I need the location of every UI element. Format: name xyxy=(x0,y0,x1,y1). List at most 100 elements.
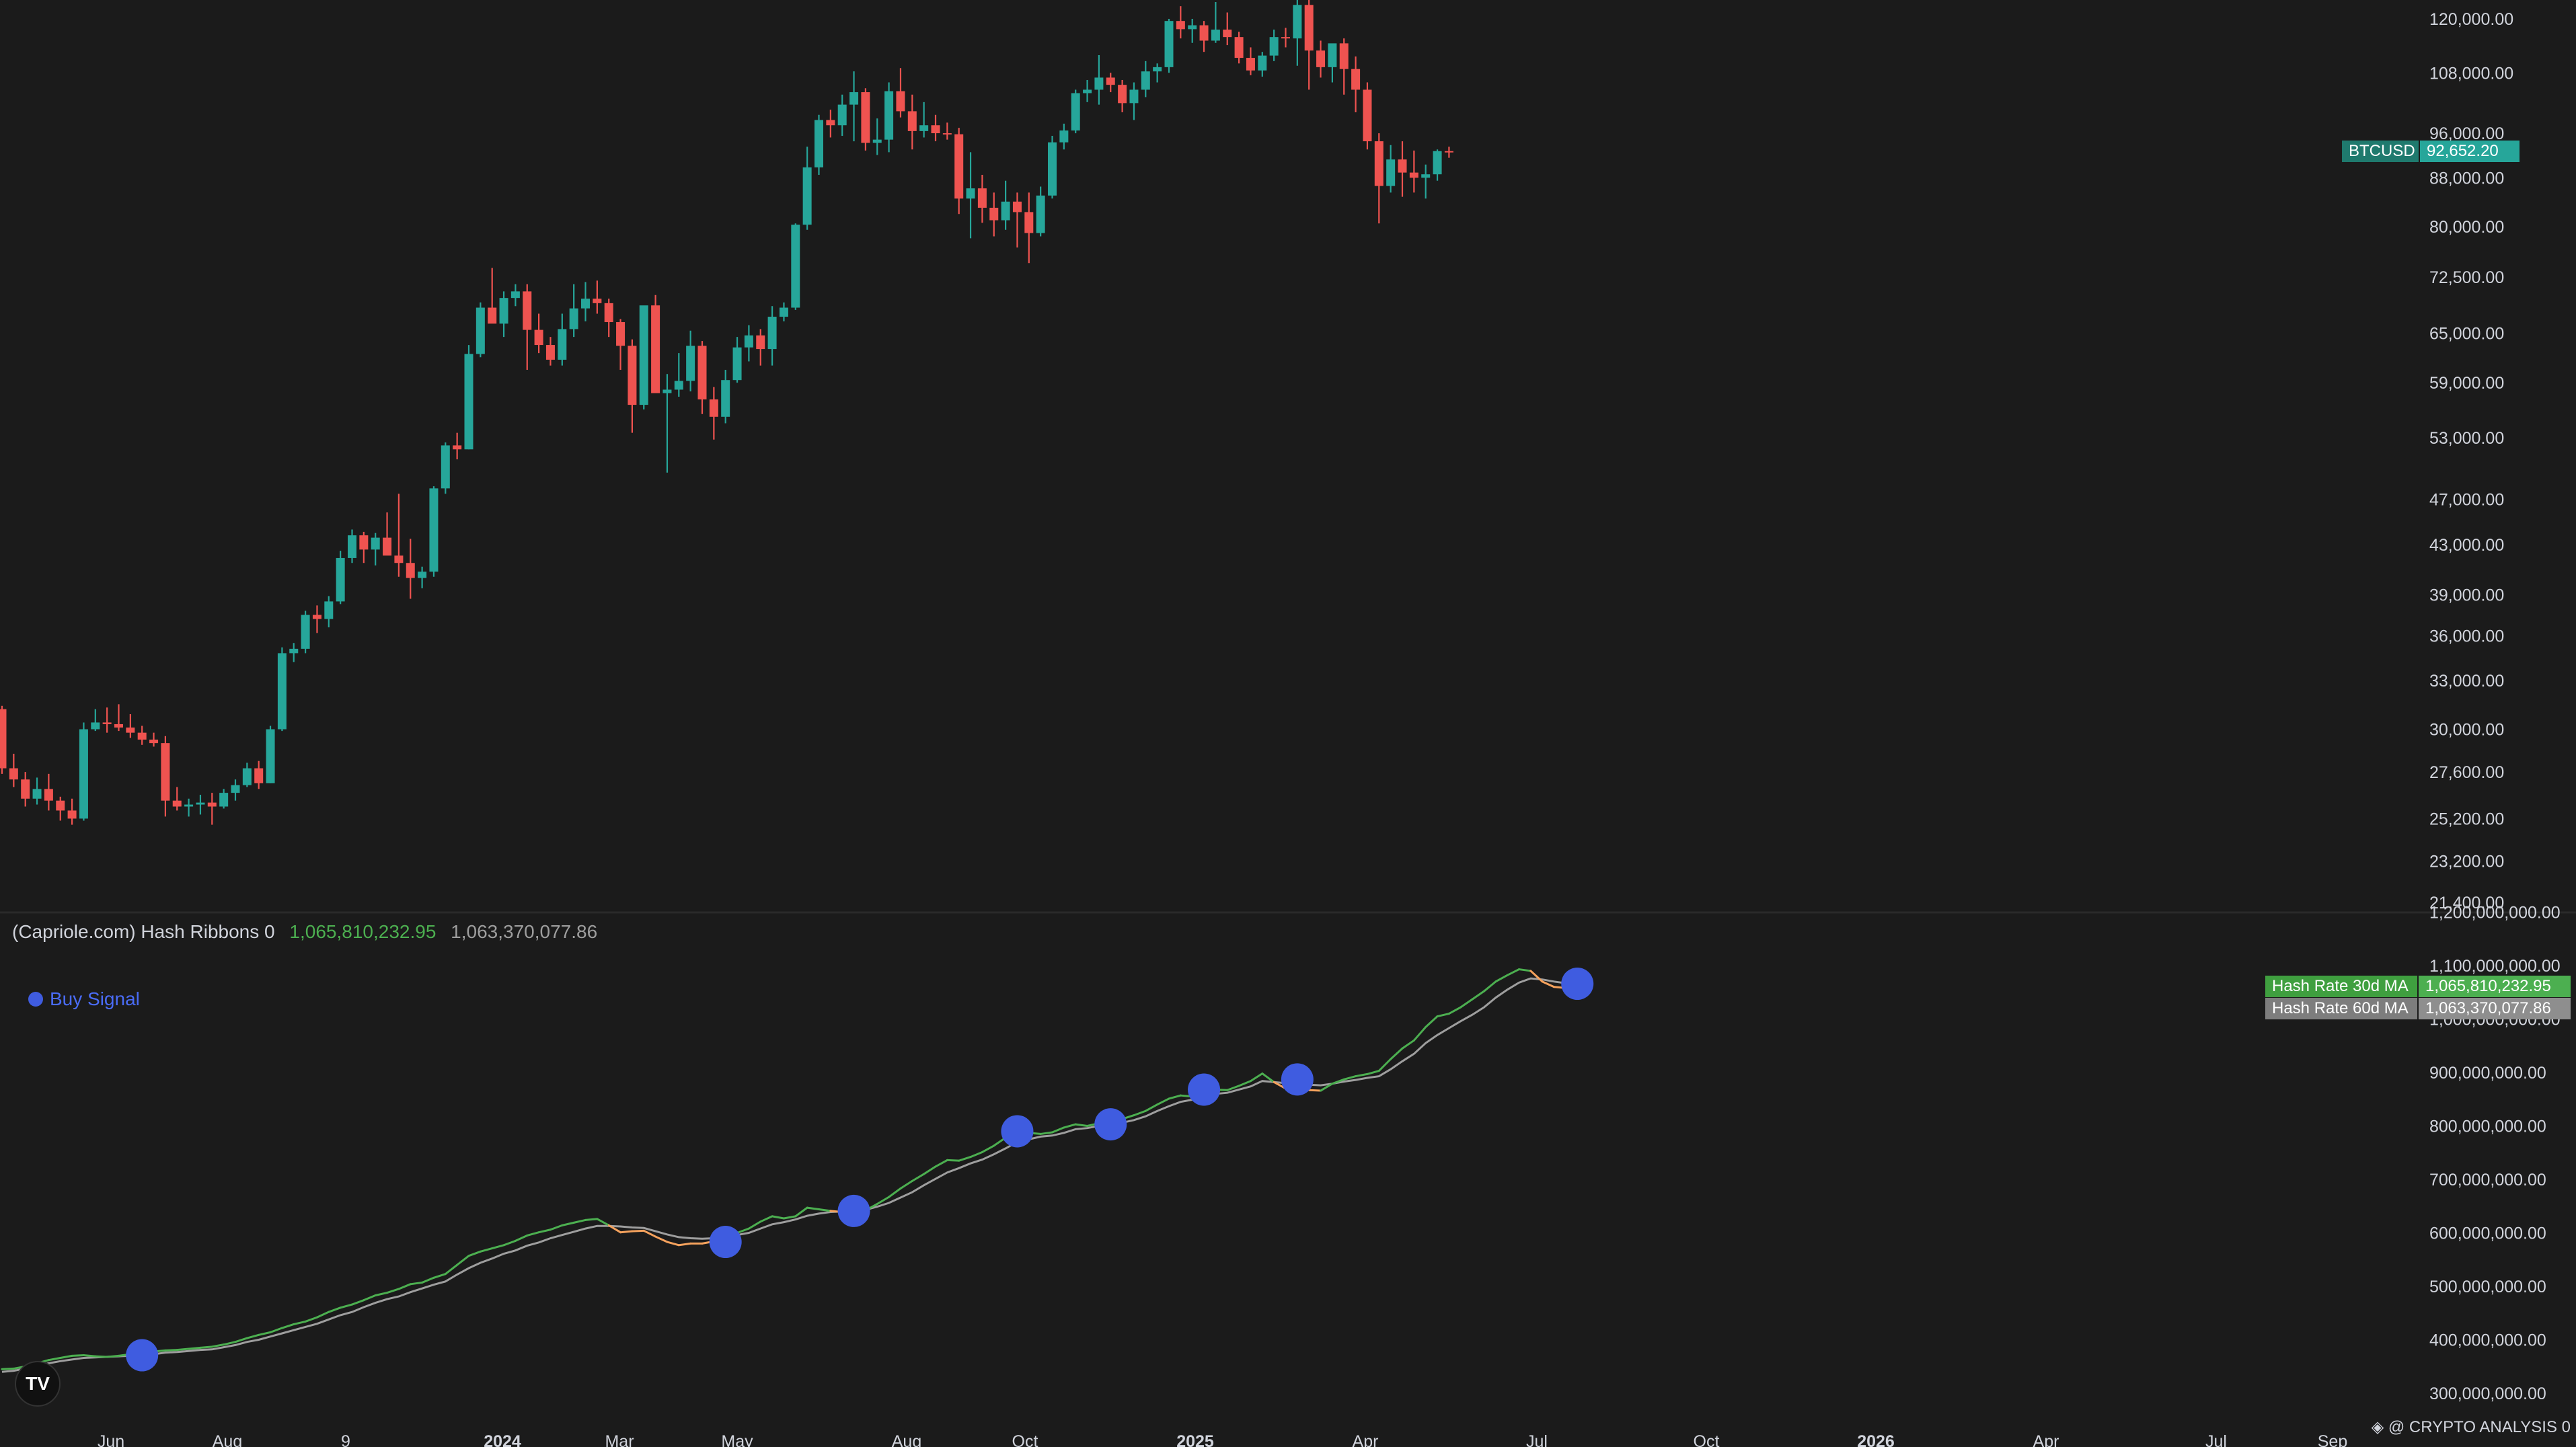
buy-signal-marker[interactable] xyxy=(709,1226,742,1259)
price-tick-label: 47,000.00 xyxy=(2429,490,2504,509)
candle-body xyxy=(896,91,905,112)
candle xyxy=(114,704,123,732)
time-tick-label: 2026 xyxy=(1857,1432,1895,1447)
hash-rate-30d-segment xyxy=(245,1333,260,1339)
candle-body xyxy=(394,555,404,563)
indicator-legend[interactable]: (Capriole.com) Hash Ribbons 0 1,065,810,… xyxy=(12,921,597,943)
buy-signal-marker[interactable] xyxy=(1561,968,1594,1001)
candle-body xyxy=(931,125,940,134)
candle-body xyxy=(324,601,334,619)
candle-body xyxy=(1129,89,1139,104)
candle xyxy=(207,793,217,825)
indicator-tick-label: 600,000,000.00 xyxy=(2429,1224,2546,1243)
candle xyxy=(919,102,929,138)
candle xyxy=(1351,56,1361,112)
candle-body xyxy=(651,305,660,393)
candle-body xyxy=(371,537,380,550)
hash-rate-30d-segment xyxy=(223,1341,237,1346)
hash-rate-30d-segment xyxy=(876,1196,891,1206)
candle xyxy=(1164,18,1174,73)
time-tick-label: Jul xyxy=(1526,1432,1548,1447)
buy-signal-marker[interactable] xyxy=(1001,1115,1034,1148)
candle xyxy=(545,337,555,366)
buy-signal-marker[interactable] xyxy=(1188,1073,1221,1106)
hash-rate-30d-segment xyxy=(432,1273,447,1279)
candle-body xyxy=(348,535,356,558)
hash-rate-30d-segment xyxy=(1401,1039,1415,1050)
price-tick-label: 96,000.00 xyxy=(2429,124,2504,143)
candle xyxy=(1176,6,1185,39)
hash-rate-30d-segment xyxy=(164,1349,178,1352)
candle xyxy=(802,147,812,230)
candle-body xyxy=(499,298,508,324)
candle-body xyxy=(1281,37,1290,39)
candle-body xyxy=(534,329,543,346)
hash-rate-30d-segment xyxy=(234,1337,248,1343)
price-tick-label: 30,000.00 xyxy=(2429,721,2504,740)
time-tick-label: Mar xyxy=(605,1432,634,1447)
price-tick-label: 36,000.00 xyxy=(2429,627,2504,646)
hash-rate-30d-segment xyxy=(1390,1047,1404,1060)
candle-body xyxy=(418,572,427,578)
buy-signal-legend: Buy Signal xyxy=(28,988,140,1010)
hash-rate-30d-segment xyxy=(1308,1089,1322,1092)
hash-rate-30d-segment xyxy=(1377,1058,1392,1072)
hash-rate-30d-segment xyxy=(596,1218,610,1226)
hash-rate-30d-segment xyxy=(1320,1083,1334,1092)
hash-rate-30d-segment xyxy=(188,1346,202,1350)
buy-signal-marker[interactable] xyxy=(1094,1108,1127,1141)
candle-body xyxy=(1199,25,1209,41)
candle-body xyxy=(966,188,975,199)
candle-body xyxy=(1153,67,1162,72)
hash-rate-30d-segment xyxy=(106,1354,120,1358)
candle xyxy=(1363,82,1372,150)
buy-signal-marker[interactable] xyxy=(1281,1063,1314,1096)
candle-body xyxy=(21,779,30,799)
candle xyxy=(826,110,835,138)
candle-body xyxy=(441,445,450,489)
candle xyxy=(989,192,999,237)
candle-body xyxy=(639,305,648,405)
indicator-tick-label: 900,000,000.00 xyxy=(2429,1064,2546,1083)
hash-rate-30d-segment xyxy=(1412,1025,1427,1042)
hash-rate-30d-segment xyxy=(572,1218,586,1224)
buy-signal-marker[interactable] xyxy=(126,1339,159,1372)
hash-rate-30d-segment xyxy=(526,1231,540,1237)
candle-body xyxy=(1024,212,1034,233)
candle-body xyxy=(336,557,345,602)
candle-body xyxy=(1409,172,1418,178)
candle xyxy=(709,387,718,440)
price-tick-label: 23,200.00 xyxy=(2429,852,2504,871)
price-tick-label: 88,000.00 xyxy=(2429,169,2504,188)
hash-rate-30d-segment xyxy=(818,1208,832,1212)
candle-body xyxy=(837,104,847,126)
hash-rate-30d-segment xyxy=(1460,998,1474,1009)
buy-signal-marker[interactable] xyxy=(837,1194,870,1227)
hash-rate-30d-segment xyxy=(82,1354,97,1358)
price-tick-label: 25,200.00 xyxy=(2429,810,2504,828)
candle xyxy=(1293,0,1302,66)
price-axis: 120,000.00 108,000.00 96,000.00 88,000.00 80… xyxy=(2429,10,2513,912)
hash-rate-30d-segment xyxy=(981,1144,995,1153)
candle-body xyxy=(476,307,485,354)
candle-body xyxy=(861,92,870,143)
candle-body xyxy=(359,535,369,550)
tradingview-logo-icon[interactable]: TV xyxy=(15,1361,61,1407)
candle xyxy=(394,494,404,577)
candle-body xyxy=(1048,142,1057,196)
candle-body xyxy=(301,615,310,649)
candle xyxy=(1328,43,1337,83)
candle xyxy=(1304,0,1314,90)
candle-body xyxy=(849,92,859,105)
candle xyxy=(628,339,637,433)
time-tick-label: 9 xyxy=(341,1432,350,1447)
candle-body xyxy=(756,335,765,350)
hash-rate-30d-segment xyxy=(1133,1109,1147,1117)
candle-body xyxy=(1012,201,1022,212)
candle-body xyxy=(872,139,882,143)
hash-rate-30d-segment xyxy=(584,1218,599,1221)
hash-rate-30d-segment xyxy=(328,1306,342,1313)
candle-body xyxy=(1421,174,1431,178)
candle xyxy=(242,762,252,787)
